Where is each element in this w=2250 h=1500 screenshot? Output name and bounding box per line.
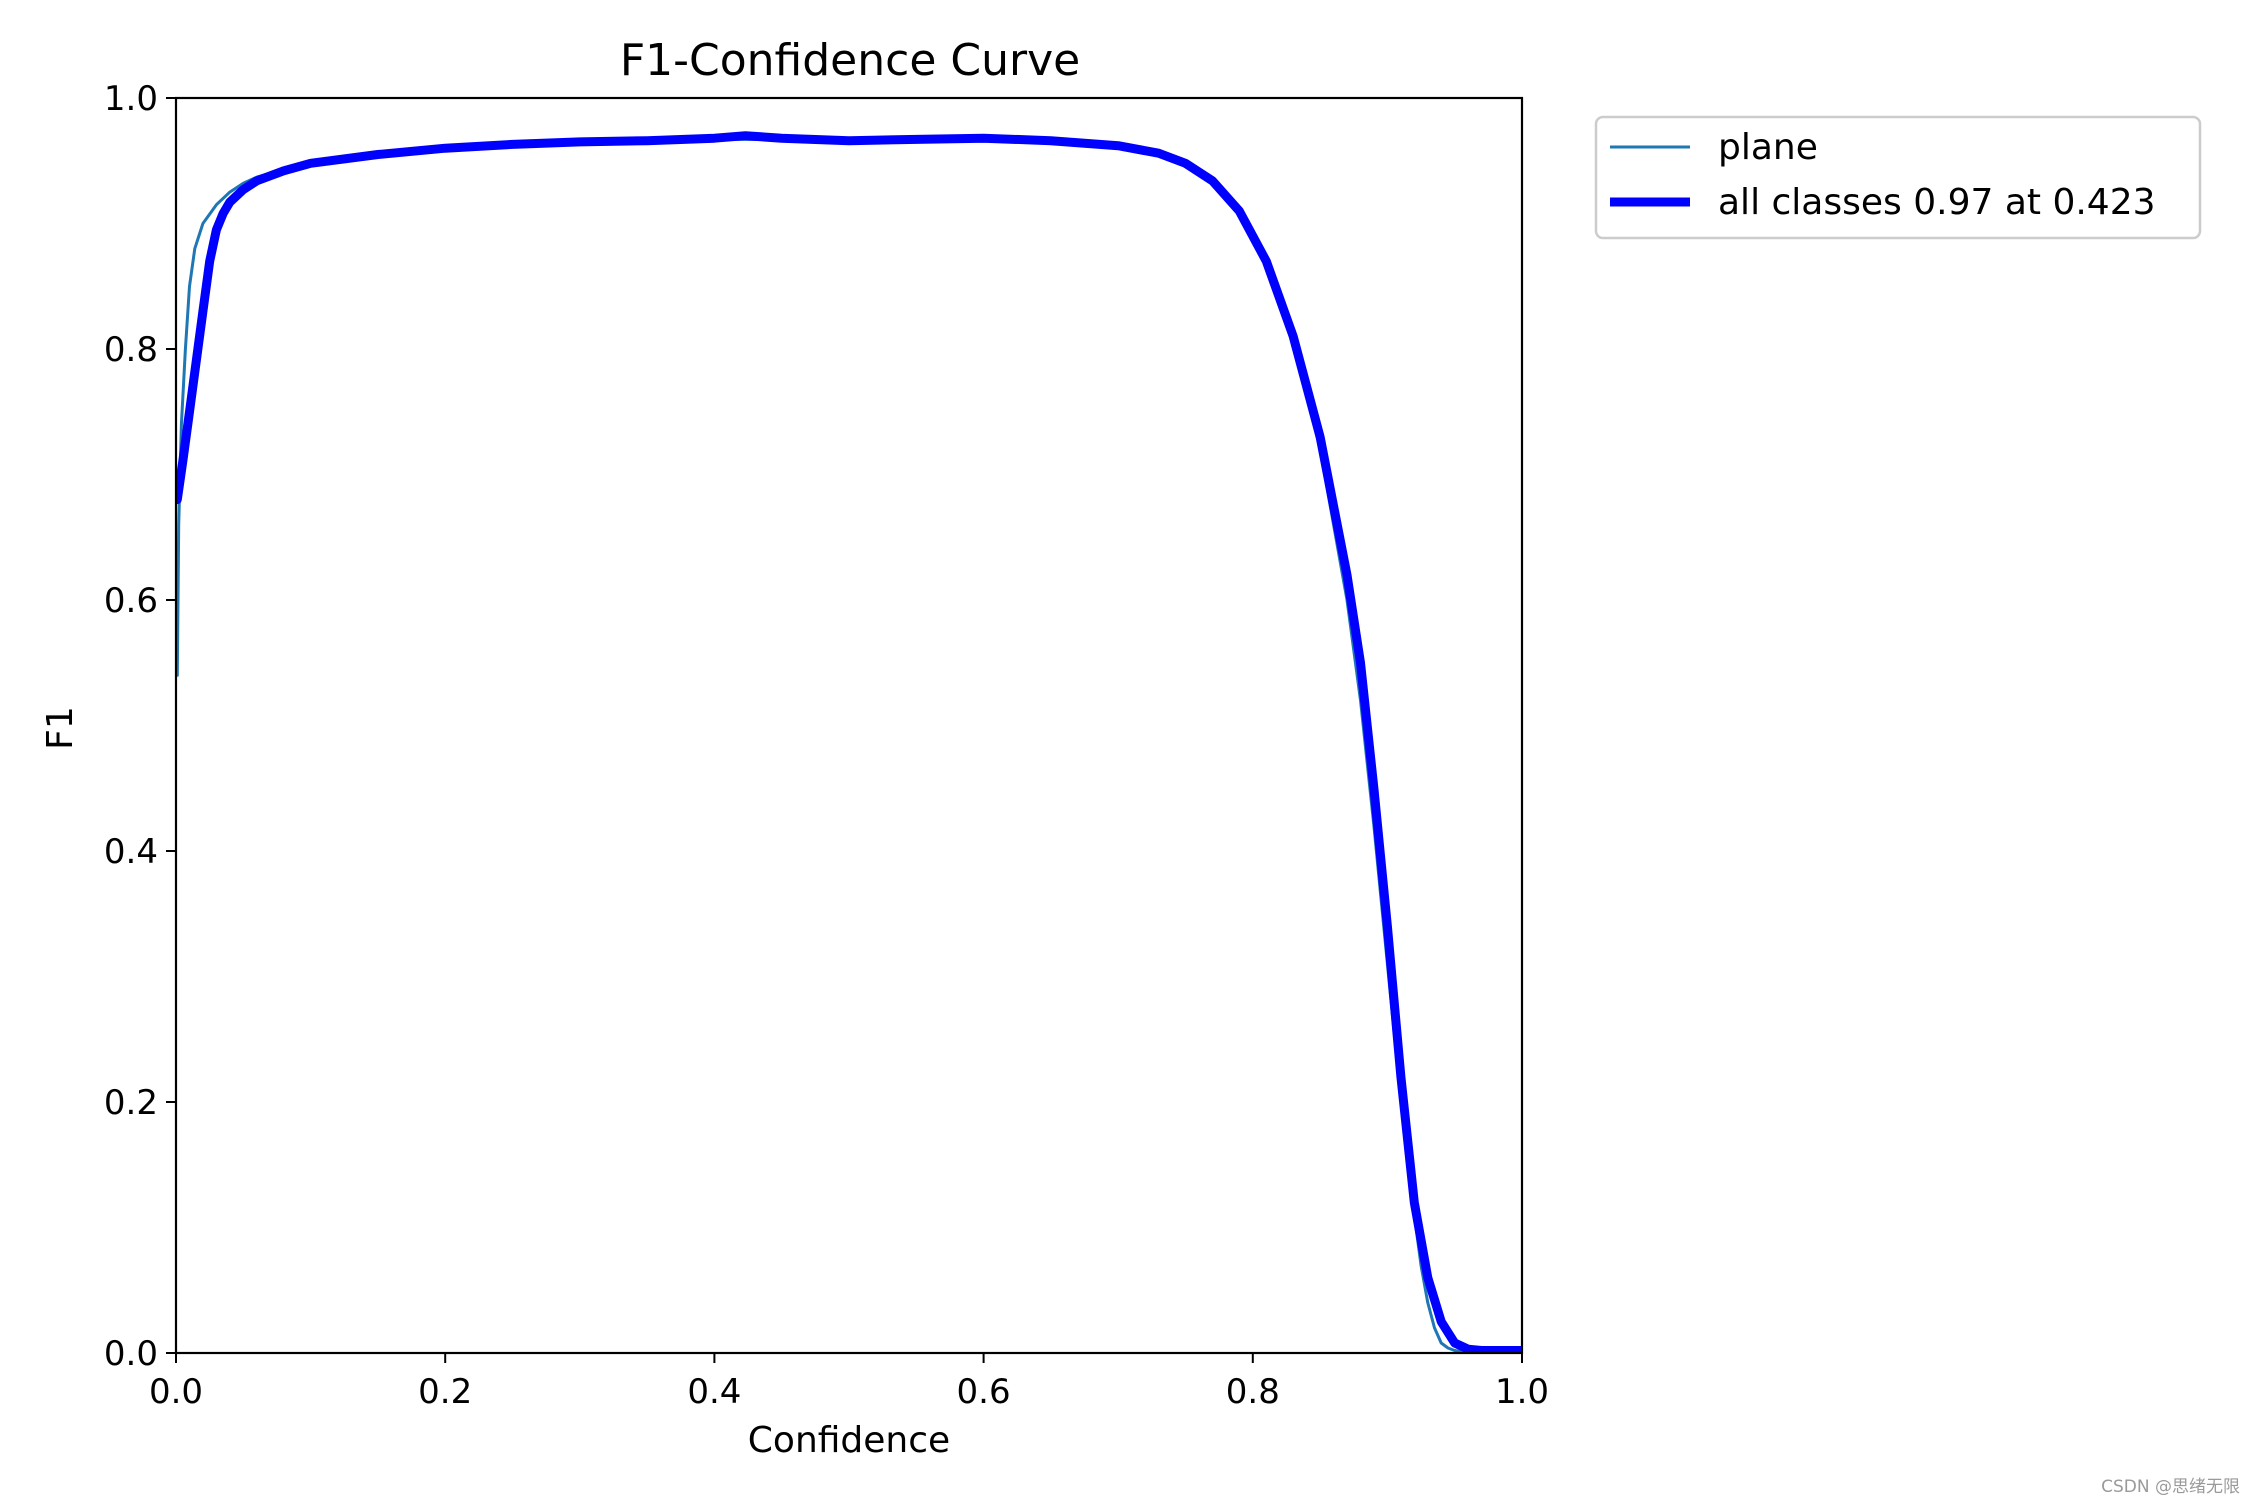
y-tick-label: 0.4 (104, 832, 158, 872)
x-tick-label: 0.2 (418, 1372, 472, 1412)
x-tick-label: 0.4 (687, 1372, 741, 1412)
y-tick-label: 0.2 (104, 1083, 158, 1123)
series-layer (176, 131, 1522, 1353)
legend: plane all classes 0.97 at 0.423 (1594, 115, 2202, 240)
series-line-plane (176, 137, 1522, 1353)
y-axis-label: F1 (40, 706, 81, 750)
watermark: CSDN @思绪无限 (2101, 1477, 2240, 1497)
x-tick-label: 0.8 (1226, 1372, 1280, 1412)
y-tick-label: 0.0 (104, 1334, 158, 1374)
chart-title: F1-Confidence Curve (620, 35, 1080, 86)
x-tick-label: 0.0 (149, 1372, 203, 1412)
legend-box (1594, 115, 2202, 240)
x-axis-label: Confidence (748, 1420, 950, 1461)
plot-frame (174, 96, 1524, 1355)
y-tick-label: 0.8 (104, 330, 158, 370)
legend-label-all-classes: all classes 0.97 at 0.423 (1718, 182, 2156, 223)
x-tick-label: 0.6 (957, 1372, 1011, 1412)
y-tick-label: 1.0 (104, 79, 158, 119)
y-tick-label: 0.6 (104, 581, 158, 621)
y-axis: 0.0 0.2 0.4 0.6 0.8 1.0 (104, 79, 176, 1374)
series-line-all-classes (176, 131, 1522, 1353)
x-tick-label: 1.0 (1495, 1372, 1549, 1412)
x-axis: 0.0 0.2 0.4 0.6 0.8 1.0 (149, 1353, 1549, 1412)
legend-label-plane: plane (1718, 127, 1818, 168)
